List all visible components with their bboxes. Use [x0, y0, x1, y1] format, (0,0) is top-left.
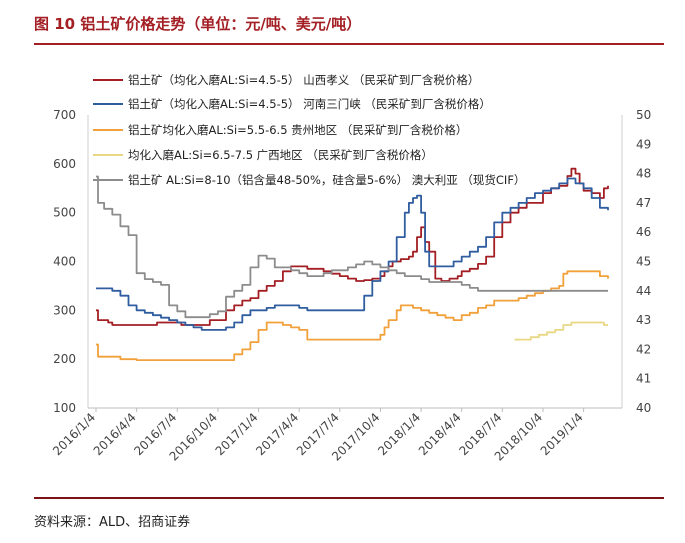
legend: 铝土矿（均化入磨AL:Si=4.5-5） 山西孝义 （民采矿到厂含税价格） 铝土矿… [93, 73, 525, 187]
y-right-tick-label: 42 [636, 342, 651, 356]
y-left-tick-label: 600 [53, 157, 76, 171]
y-right-tick-label: 47 [636, 196, 651, 210]
x-tick-label: 2016/4/4 [91, 410, 139, 458]
y-left-tick-label: 500 [53, 206, 76, 220]
y-right-tick-label: 40 [636, 401, 651, 415]
chart-title: 图 10 铝土矿价格走势（单位：元/吨、美元/吨） [34, 15, 362, 33]
legend-label-3: 铝土矿均化入磨AL:Si=5.5-6.5 贵州地区 （民采矿到厂含税价格） [128, 123, 467, 137]
x-tick-label: 2017/4/4 [253, 410, 301, 458]
y-left-tick-label: 400 [53, 255, 76, 269]
y-left-tick-label: 300 [53, 303, 76, 317]
series-line-4 [514, 321, 608, 341]
y-right-tick-label: 45 [636, 255, 651, 269]
legend-label-2: 铝土矿（均化入磨AL:Si=4.5-5） 河南三门峡 （民采矿到厂含税价格） [128, 97, 491, 111]
title-divider [34, 43, 664, 45]
y-right-tick-label: 43 [636, 313, 651, 327]
y-left-tick-label: 700 [53, 108, 76, 122]
x-tick-label: 2018/1/4 [375, 410, 423, 458]
x-tick-label: 2017/1/4 [213, 410, 261, 458]
series-line-1 [96, 167, 609, 326]
x-tick-label: 2019/1/4 [538, 410, 586, 458]
y-right-tick-label: 46 [636, 225, 651, 239]
y-left-tick-label: 200 [53, 352, 76, 366]
series-line-5 [96, 175, 608, 319]
x-tick-label: 2018/4/4 [416, 410, 464, 458]
y-right-tick-label: 44 [636, 284, 651, 298]
legend-label-1: 铝土矿（均化入磨AL:Si=4.5-5） 山西孝义 （民采矿到厂含税价格） [128, 73, 479, 87]
legend-label-5: 铝土矿 AL:Si=8-10（铝含量48-50%，硅含量5-6%） 澳大利亚 （… [128, 173, 525, 187]
y-right-tick-label: 49 [636, 137, 651, 151]
y-right-tick-label: 48 [636, 167, 651, 181]
series-line-2 [96, 177, 609, 331]
y-left-tick-label: 100 [53, 401, 76, 415]
footer-divider [34, 497, 664, 499]
source-note: 资料来源：ALD、招商证券 [34, 515, 191, 530]
y-right-tick-label: 41 [636, 372, 651, 386]
series-line-3 [96, 270, 609, 361]
legend-label-4: 均化入磨AL:Si=6.5-7.5 广西地区 （民采矿到厂含税价格） [128, 148, 433, 162]
y-right-tick-label: 50 [636, 108, 651, 122]
x-tick-label: 2016/1/4 [50, 410, 98, 458]
series-lines [96, 167, 609, 361]
